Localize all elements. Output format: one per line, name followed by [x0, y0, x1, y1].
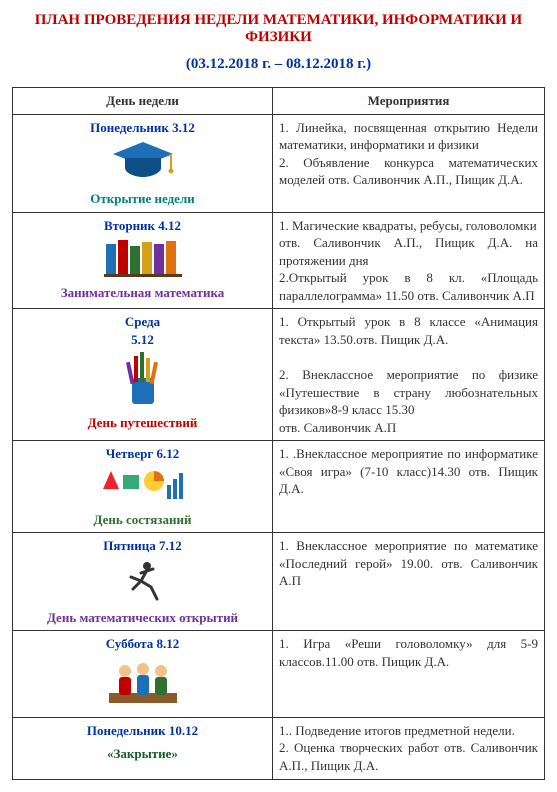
table-row: Вторник 4.12 Занимательная математика 1. М…	[13, 212, 545, 309]
table-row: Пятница 7.12 День математических открытий…	[13, 533, 545, 631]
day-icon	[19, 559, 266, 603]
day-title: Понедельник 10.12	[19, 722, 266, 740]
day-cell: Пятница 7.12 День математических открытий	[13, 533, 273, 631]
date-range: (03.12.2018 г. – 08.12.2018 г.)	[12, 56, 545, 73]
day-icon	[19, 238, 266, 278]
day-subtitle: «Закрытие»	[19, 745, 266, 763]
day-cell: Вторник 4.12 Занимательная математика	[13, 212, 273, 309]
day-title: Среда 5.12	[19, 313, 266, 348]
day-subtitle: День состязаний	[19, 511, 266, 529]
chart-shapes-icon	[101, 467, 185, 505]
students-icon	[101, 657, 185, 709]
table-row: Среда 5.12 День путешествий 1. Открытый ур…	[13, 309, 545, 441]
events-cell: 1. Открытый урок в 8 классе «Анимация те…	[273, 309, 545, 441]
day-cell: Понедельник 10.12 «Закрытие»	[13, 717, 273, 779]
day-icon	[19, 657, 266, 709]
day-subtitle: Занимательная математика	[19, 284, 266, 302]
header-day: День недели	[13, 88, 273, 115]
day-cell: Суббота 8.12	[13, 631, 273, 718]
day-subtitle: Открытие недели	[19, 190, 266, 208]
events-cell: 1.. Подведение итогов предметной недели.…	[273, 717, 545, 779]
schedule-table: День недели Мероприятия Понедельник 3.12…	[12, 87, 545, 780]
day-cell: Среда 5.12 День путешествий	[13, 309, 273, 441]
day-icon	[19, 352, 266, 408]
table-row: Четверг 6.12 День состязаний 1. .Внеклассн…	[13, 441, 545, 533]
events-cell: 1. Внеклассное мероприятие по математике…	[273, 533, 545, 631]
day-cell: Понедельник 3.12 Открытие недели	[13, 114, 273, 212]
events-cell: 1. Магические квадраты, ребусы, головоло…	[273, 212, 545, 309]
day-title: Четверг 6.12	[19, 445, 266, 463]
events-cell: 1. Игра «Реши головоломку» для 5-9 класс…	[273, 631, 545, 718]
day-title: Пятница 7.12	[19, 537, 266, 555]
table-header-row: День недели Мероприятия	[13, 88, 545, 115]
day-icon	[19, 140, 266, 184]
running-icon	[121, 559, 165, 603]
events-cell: 1. .Внеклассное мероприятие по информати…	[273, 441, 545, 533]
day-title: Понедельник 3.12	[19, 119, 266, 137]
day-title: Суббота 8.12	[19, 635, 266, 653]
events-cell: 1. Линейка, посвященная открытию Недели …	[273, 114, 545, 212]
table-row: Понедельник 3.12 Открытие недели 1. Линейк…	[13, 114, 545, 212]
day-subtitle: День путешествий	[19, 414, 266, 432]
table-row: Понедельник 10.12 «Закрытие» 1.. Подведени…	[13, 717, 545, 779]
header-events: Мероприятия	[273, 88, 545, 115]
day-title: Вторник 4.12	[19, 217, 266, 235]
day-cell: Четверг 6.12 День состязаний	[13, 441, 273, 533]
day-icon	[19, 467, 266, 505]
pencils-cup-icon	[118, 352, 168, 408]
page-title: ПЛАН ПРОВЕДЕНИЯ НЕДЕЛИ МАТЕМАТИКИ, ИНФОР…	[12, 12, 545, 46]
books-icon	[104, 238, 182, 278]
table-row: Суббота 8.12 1. Игра «Реши головоломку» д…	[13, 631, 545, 718]
day-subtitle: День математических открытий	[19, 609, 266, 627]
graduation-cap-icon	[111, 140, 175, 184]
